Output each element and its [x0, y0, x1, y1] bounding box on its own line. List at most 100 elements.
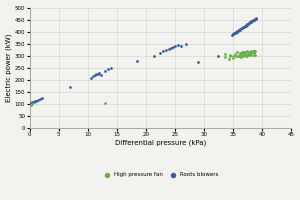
High pressure fan	[242, 51, 247, 55]
Roots blowers	[247, 21, 251, 25]
Roots blowers	[168, 46, 173, 50]
Legend: High pressure fan, Roots blowers: High pressure fan, Roots blowers	[99, 170, 221, 179]
High pressure fan	[244, 55, 248, 58]
Roots blowers	[233, 31, 238, 34]
High pressure fan	[249, 53, 254, 57]
Roots blowers	[196, 61, 200, 64]
High pressure fan	[248, 50, 253, 53]
High pressure fan	[253, 49, 257, 53]
High pressure fan	[230, 56, 235, 60]
High pressure fan	[252, 52, 256, 55]
Roots blowers	[36, 98, 40, 102]
Roots blowers	[232, 32, 236, 35]
High pressure fan	[240, 51, 244, 54]
Roots blowers	[240, 26, 244, 30]
High pressure fan	[103, 101, 107, 104]
High pressure fan	[238, 51, 242, 55]
Roots blowers	[91, 75, 96, 78]
Roots blowers	[253, 17, 258, 20]
Roots blowers	[68, 85, 73, 89]
Roots blowers	[92, 74, 97, 77]
Roots blowers	[246, 22, 251, 25]
Roots blowers	[30, 101, 35, 104]
High pressure fan	[243, 50, 248, 53]
Roots blowers	[235, 30, 240, 33]
High pressure fan	[242, 52, 247, 55]
High pressure fan	[244, 53, 249, 56]
Roots blowers	[252, 18, 257, 21]
High pressure fan	[243, 52, 248, 56]
Roots blowers	[243, 24, 248, 27]
Roots blowers	[106, 67, 110, 71]
High pressure fan	[29, 103, 34, 106]
High pressure fan	[239, 55, 244, 59]
High pressure fan	[247, 52, 251, 55]
High pressure fan	[243, 51, 248, 54]
Roots blowers	[172, 44, 177, 48]
Roots blowers	[158, 51, 163, 54]
Roots blowers	[253, 18, 257, 21]
High pressure fan	[223, 55, 227, 58]
Roots blowers	[31, 100, 36, 104]
High pressure fan	[241, 54, 246, 57]
High pressure fan	[242, 53, 247, 56]
High pressure fan	[252, 49, 256, 52]
Roots blowers	[178, 44, 183, 48]
Roots blowers	[237, 29, 242, 32]
High pressure fan	[236, 54, 241, 57]
Roots blowers	[38, 97, 42, 101]
High pressure fan	[233, 52, 238, 56]
High pressure fan	[238, 53, 242, 56]
High pressure fan	[244, 54, 249, 57]
High pressure fan	[243, 50, 248, 54]
High pressure fan	[231, 54, 236, 58]
Roots blowers	[250, 19, 254, 22]
Roots blowers	[238, 28, 243, 31]
High pressure fan	[246, 50, 251, 54]
Roots blowers	[235, 30, 239, 33]
Roots blowers	[88, 76, 93, 79]
Roots blowers	[164, 49, 168, 52]
Roots blowers	[161, 50, 166, 53]
X-axis label: Differential pressure (kPa): Differential pressure (kPa)	[115, 140, 206, 146]
Roots blowers	[249, 20, 254, 23]
Roots blowers	[247, 21, 252, 24]
Roots blowers	[232, 31, 237, 35]
High pressure fan	[248, 54, 253, 57]
High pressure fan	[228, 54, 233, 57]
Roots blowers	[167, 47, 171, 51]
High pressure fan	[242, 50, 247, 54]
High pressure fan	[250, 51, 254, 54]
High pressure fan	[235, 51, 239, 54]
High pressure fan	[241, 51, 246, 54]
Roots blowers	[236, 29, 241, 33]
High pressure fan	[223, 53, 227, 56]
Roots blowers	[246, 22, 250, 26]
High pressure fan	[249, 50, 254, 54]
Roots blowers	[237, 28, 242, 31]
Roots blowers	[97, 71, 102, 75]
Roots blowers	[244, 24, 249, 27]
Roots blowers	[103, 70, 107, 73]
Roots blowers	[34, 99, 39, 102]
Roots blowers	[239, 27, 244, 30]
Roots blowers	[135, 59, 140, 63]
Roots blowers	[184, 43, 189, 46]
High pressure fan	[245, 49, 250, 53]
Roots blowers	[242, 25, 247, 28]
High pressure fan	[239, 50, 244, 53]
Roots blowers	[254, 17, 259, 20]
Roots blowers	[231, 32, 236, 35]
Roots blowers	[175, 43, 180, 46]
High pressure fan	[247, 53, 252, 56]
High pressure fan	[252, 53, 257, 56]
High pressure fan	[239, 52, 244, 55]
High pressure fan	[241, 52, 246, 56]
High pressure fan	[228, 53, 232, 57]
High pressure fan	[246, 52, 250, 55]
High pressure fan	[252, 53, 256, 57]
Roots blowers	[234, 31, 239, 34]
Roots blowers	[94, 73, 99, 76]
High pressure fan	[30, 102, 35, 105]
High pressure fan	[241, 54, 245, 57]
